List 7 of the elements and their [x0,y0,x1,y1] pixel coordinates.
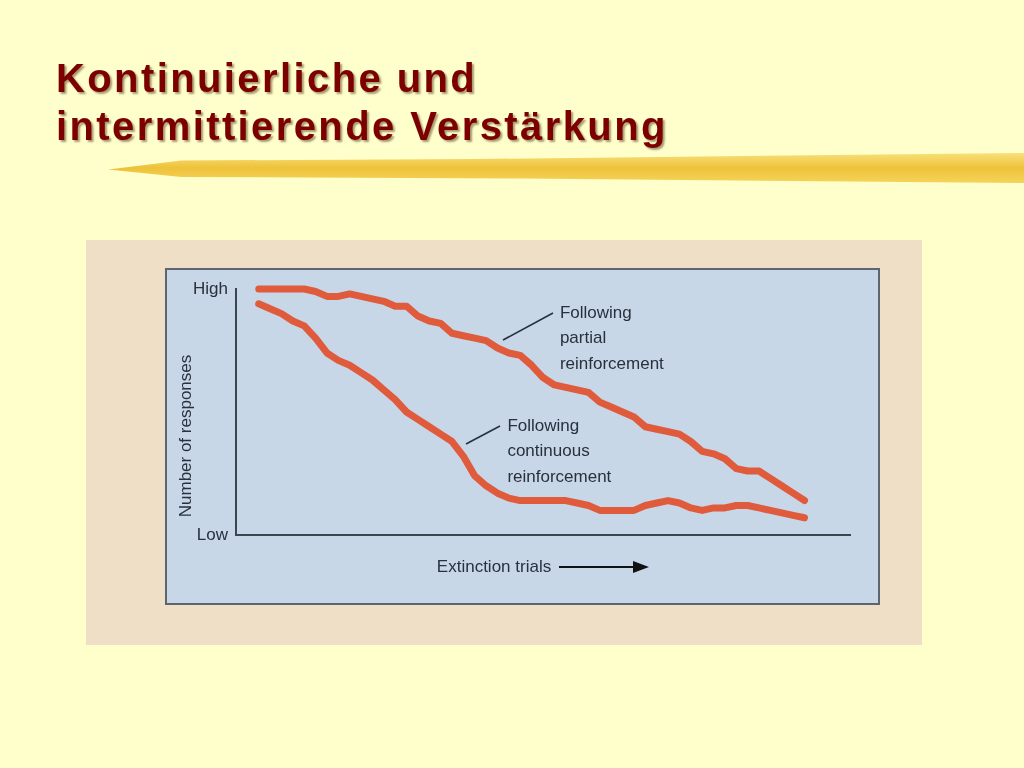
series-label: Following partial reinforcement [559,302,665,373]
series-label: Following continuous reinforcement [507,415,612,486]
y-axis-title: Number of responses [175,354,195,518]
text: Low [196,524,229,544]
x-axis-title: Extinction trials [436,556,552,576]
chart-title: Kontinuierliche und intermittierende Verstärkung [56,55,669,150]
text: High [193,278,228,298]
